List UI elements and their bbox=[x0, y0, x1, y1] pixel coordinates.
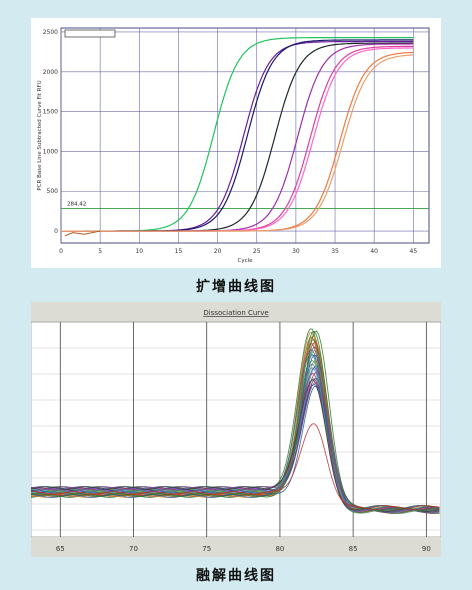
x-tick-label: 90 bbox=[422, 545, 431, 553]
x-tick-label: 20 bbox=[214, 248, 222, 255]
x-tick-label: 10 bbox=[135, 248, 143, 255]
x-tick-label: 5 bbox=[98, 248, 102, 255]
x-tick-label: 30 bbox=[292, 248, 300, 255]
plot-area bbox=[30, 321, 442, 538]
melt-caption: 融解曲线图 bbox=[196, 568, 276, 584]
melt-curve-26 bbox=[30, 353, 440, 514]
x-tick-label: 85 bbox=[349, 545, 358, 553]
x-tick-label: 65 bbox=[56, 545, 65, 553]
legend-box bbox=[64, 29, 116, 38]
chart-title: Dissociation Curve bbox=[203, 309, 268, 317]
amplification-chart: 0 5 10 15 20 25 30 35 40 45 0 500 1000 1500 2000 2500 Cy… bbox=[37, 27, 430, 264]
x-tick-label: 15 bbox=[175, 248, 183, 255]
x-tick-label: 0 bbox=[59, 248, 63, 255]
melt-curve-30 bbox=[30, 423, 440, 510]
x-tick-label: 80 bbox=[275, 545, 284, 553]
melt-chart: Dissociation Curve 65 70 75 80 85 90 bbox=[30, 302, 442, 557]
y-axis-label: PCR Base Line Subtracted Curve Fit RFU bbox=[37, 80, 43, 190]
melt-chart-panel: Dissociation Curve 65 70 75 80 85 90 bbox=[30, 302, 442, 557]
baseline-noise bbox=[64, 230, 101, 237]
threshold-label: 284.42 bbox=[67, 201, 86, 207]
y-tick-label: 2500 bbox=[43, 29, 58, 36]
y-tick-label: 2000 bbox=[43, 69, 58, 76]
x-axis-label: Cycle bbox=[237, 258, 253, 264]
x-tick-label: 75 bbox=[202, 545, 211, 553]
x-tick-label: 35 bbox=[331, 248, 339, 255]
amplification-curve-9 bbox=[61, 54, 414, 232]
amplification-caption: 扩增曲线图 bbox=[196, 279, 276, 295]
y-tick-label: 1000 bbox=[43, 148, 58, 155]
amplification-chart-panel: 0 5 10 15 20 25 30 35 40 45 0 500 1000 1500 2000 2500 Cy… bbox=[31, 18, 441, 268]
x-tick-label: 25 bbox=[253, 248, 261, 255]
x-tick-label: 45 bbox=[410, 248, 418, 255]
x-tick-label: 40 bbox=[370, 248, 378, 255]
title-bar bbox=[31, 302, 441, 322]
y-tick-label: 500 bbox=[47, 188, 59, 195]
x-tick-label: 70 bbox=[129, 545, 138, 553]
y-tick-label: 0 bbox=[54, 228, 58, 235]
plot-area bbox=[60, 27, 430, 244]
y-tick-label: 1500 bbox=[43, 109, 58, 116]
x-axis-bar bbox=[31, 537, 441, 557]
